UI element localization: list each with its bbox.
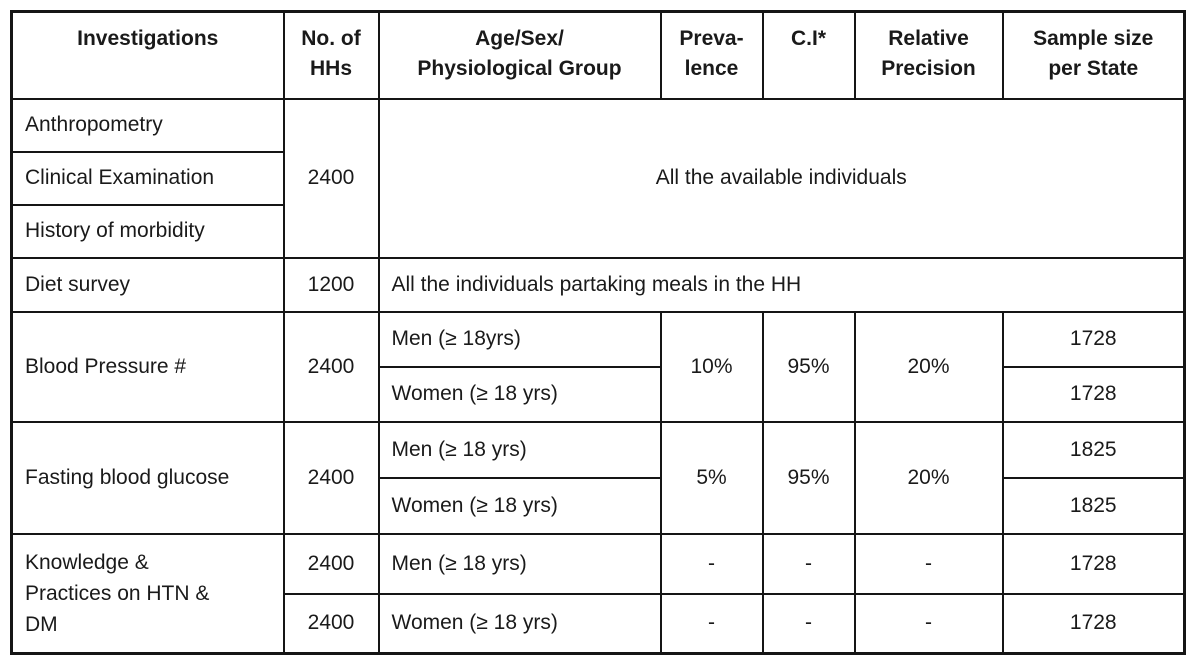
cell-group-knowledge-practices-men: Men (≥ 18 yrs) <box>377 532 662 595</box>
cell-prevalence-blood-pressure: 10% <box>659 310 764 423</box>
cell-investigation-history-of-morbidity: History of morbidity <box>10 203 285 259</box>
header-line: Physiological Group <box>417 57 622 80</box>
row-blood-pressure-women: Women (≥ 18 yrs) 1728 <box>12 365 1186 423</box>
header-line: Age/Sex/ <box>475 27 564 50</box>
cell-sample-blood-pressure-women: 1728 <box>1001 365 1186 423</box>
cell-ci-knowledge-practices-men: - <box>761 532 856 595</box>
header-sample-size: Sample size per State <box>1001 10 1186 100</box>
header-line: Preva- <box>679 27 744 50</box>
cell-precision-fasting-blood-glucose: 20% <box>853 420 1004 535</box>
header-relative-precision: Relative Precision <box>853 10 1004 100</box>
cell-investigation-blood-pressure: Blood Pressure # <box>10 310 285 423</box>
header-line: Investigations <box>77 27 219 50</box>
cell-prevalence-knowledge-practices-women: - <box>659 592 764 655</box>
row-anthropometry: Anthropometry 2400 All the available ind… <box>10 97 1186 259</box>
cell-sample-knowledge-practices-men: 1728 <box>1001 532 1186 595</box>
cell-group-fasting-blood-glucose-women: Women (≥ 18 yrs) <box>377 476 662 535</box>
header-ci: C.I* <box>761 10 856 100</box>
row-knowledge-practices-women: 2400 Women (≥ 18 yrs) - - - 1728 <box>12 592 1186 655</box>
header-line: Precision <box>881 57 976 80</box>
row-fasting-blood-glucose-men: Fasting blood glucose 2400 Men (≥ 18 yrs… <box>10 420 1186 535</box>
cell-group-diet-survey: All the individuals partaking meals in t… <box>377 256 1186 313</box>
cell-hhs-blood-pressure: 2400 <box>282 310 380 423</box>
cell-prevalence-knowledge-practices-men: - <box>659 532 764 595</box>
cell-ci-knowledge-practices-women: - <box>761 592 856 655</box>
cell-prevalence-fasting-blood-glucose: 5% <box>659 420 764 535</box>
cell-precision-knowledge-practices-women: - <box>853 592 1004 655</box>
header-no-of-hhs: No. of HHs <box>282 10 380 100</box>
cell-precision-knowledge-practices-men: - <box>853 532 1004 595</box>
header-line: No. of <box>301 27 361 50</box>
row-history-of-morbidity: History of morbidity <box>10 203 1185 259</box>
cell-investigation-anthropometry: Anthropometry <box>10 97 285 153</box>
cell-sample-fasting-blood-glucose-men: 1825 <box>1001 420 1186 479</box>
cell-hhs-fasting-blood-glucose: 2400 <box>282 420 380 535</box>
cell-sample-knowledge-practices-women: 1728 <box>1001 592 1186 655</box>
row-fasting-blood-glucose-women: Women (≥ 18 yrs) 1825 <box>12 476 1186 535</box>
cell-ci-fasting-blood-glucose: 95% <box>761 420 856 535</box>
cell-investigation-knowledge-practices: Knowledge & Practices on HTN & DM <box>10 532 285 655</box>
cell-hhs-diet-survey: 1200 <box>282 256 380 313</box>
row-diet-survey: Diet survey 1200 All the individuals par… <box>10 256 1186 313</box>
cell-group-fasting-blood-glucose-men: Men (≥ 18 yrs) <box>377 420 662 479</box>
cell-investigation-diet-survey: Diet survey <box>10 256 285 313</box>
header-line: Sample size <box>1033 27 1154 50</box>
cell-ci-blood-pressure: 95% <box>761 310 856 423</box>
cell-sample-fasting-blood-glucose-women: 1825 <box>1001 476 1186 535</box>
cell-group-blood-pressure-men: Men (≥ 18yrs) <box>377 310 662 368</box>
cell-hhs-anthro-group: 2400 <box>282 97 380 259</box>
header-line: lence <box>684 57 739 80</box>
cell-sample-blood-pressure-men: 1728 <box>1001 310 1186 368</box>
header-age-sex-group: Age/Sex/ Physiological Group <box>377 10 662 100</box>
row-knowledge-practices-men: Knowledge & Practices on HTN & DM 2400 M… <box>10 532 1186 655</box>
header-line: per State <box>1048 57 1139 80</box>
cell-group-all-individuals: All the available individuals <box>377 97 1186 259</box>
header-line: HHs <box>309 57 352 80</box>
row-clinical-examination: Clinical Examination <box>10 150 1185 206</box>
cell-group-knowledge-practices-women: Women (≥ 18 yrs) <box>377 592 662 655</box>
header-line: Relative <box>888 27 969 50</box>
header-prevalence: Preva- lence <box>659 10 764 100</box>
cell-group-blood-pressure-women: Women (≥ 18 yrs) <box>377 365 662 423</box>
header-line: C.I* <box>790 27 826 50</box>
cell-hhs-knowledge-practices-men: 2400 <box>282 532 380 595</box>
cell-investigation-clinical-examination: Clinical Examination <box>10 150 285 206</box>
header-investigations: Investigations <box>10 10 285 100</box>
sampling-design-table: Investigations No. of HHs Age/Sex/ Physi… <box>10 10 1186 655</box>
cell-hhs-knowledge-practices-women: 2400 <box>282 592 380 655</box>
row-blood-pressure-men: Blood Pressure # 2400 Men (≥ 18yrs) 10% … <box>10 310 1186 423</box>
cell-precision-blood-pressure: 20% <box>853 310 1004 423</box>
cell-investigation-fasting-blood-glucose: Fasting blood glucose <box>10 420 285 535</box>
header-row: Investigations No. of HHs Age/Sex/ Physi… <box>10 10 1186 100</box>
